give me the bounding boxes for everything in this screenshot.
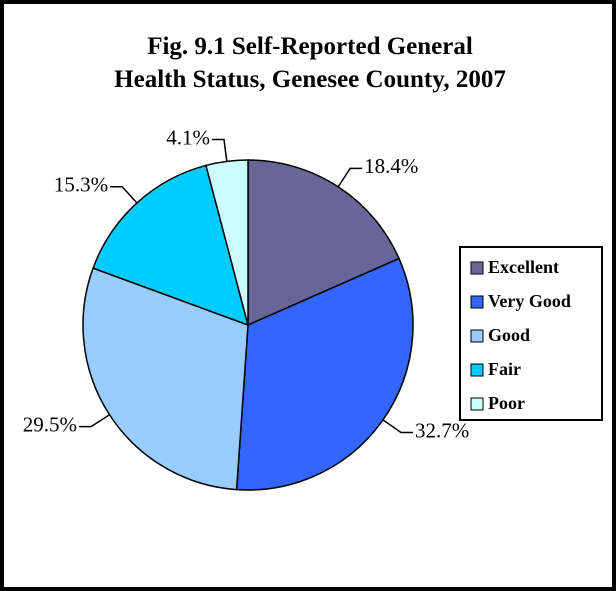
legend-swatch	[470, 397, 484, 411]
data-label: 32.7%	[415, 418, 469, 442]
pie-slice	[205, 159, 249, 326]
data-label: 29.5%	[23, 412, 77, 436]
legend-box	[459, 246, 603, 421]
leader-line	[382, 419, 413, 434]
data-label: 15.3%	[54, 173, 108, 197]
pie-slice	[82, 267, 249, 491]
chart-title: Fig. 9.1 Self-Reported General Health St…	[114, 33, 506, 93]
legend-swatch	[470, 261, 484, 275]
leader-line	[211, 138, 228, 162]
legend-label: Good	[488, 325, 530, 345]
data-label: 18.4%	[364, 154, 418, 178]
leader-line	[110, 185, 138, 204]
legend-swatch	[470, 295, 484, 309]
leader-line	[79, 414, 110, 428]
legend-label: Very Good	[488, 291, 571, 311]
data-label: 4.1%	[166, 125, 210, 149]
legend-swatch	[470, 363, 484, 377]
legend-label: Poor	[488, 393, 525, 413]
leader-line	[337, 167, 363, 188]
pie-slice	[92, 164, 250, 327]
legend-label: Fair	[488, 359, 521, 379]
legend-label: Excellent	[488, 257, 559, 277]
legend-swatch	[470, 329, 484, 343]
